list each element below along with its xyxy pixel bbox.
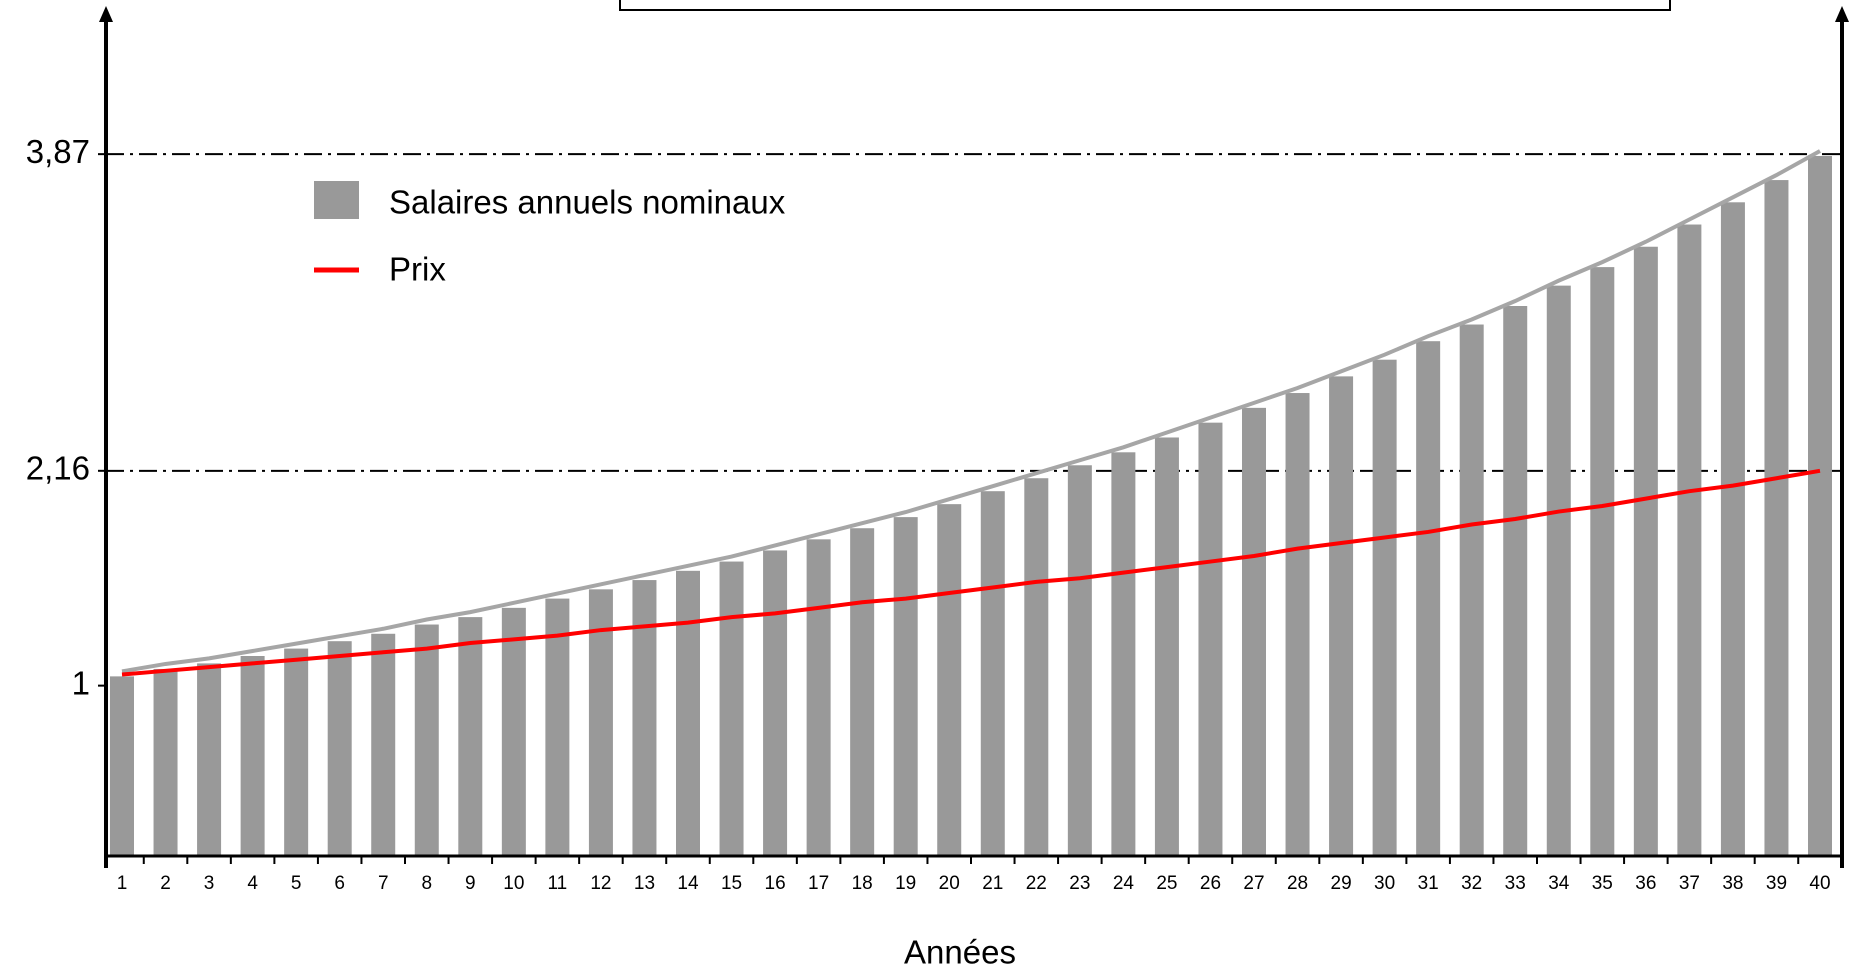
x-tick-label: 40 (1809, 873, 1830, 894)
x-tick-label: 2 (160, 873, 171, 894)
legend-label: Salaires annuels nominaux (389, 184, 786, 221)
bar (632, 580, 657, 856)
bar (850, 528, 875, 856)
x-tick-label: 11 (548, 873, 568, 894)
bar (284, 648, 309, 856)
bar (1764, 180, 1789, 856)
x-tick-label: 34 (1548, 873, 1570, 894)
y-tick-label: 3,87 (26, 133, 90, 170)
bar (545, 598, 570, 856)
x-tick-label: 25 (1156, 873, 1177, 894)
x-tick-label: 30 (1374, 873, 1395, 894)
axis-arrow (99, 6, 113, 22)
bar (1459, 324, 1484, 856)
bar (1546, 285, 1571, 856)
x-tick-label: 16 (765, 873, 786, 894)
x-tick-label: 8 (421, 873, 432, 894)
x-tick-label: 7 (378, 873, 389, 894)
x-tick-label: 3 (204, 873, 215, 894)
bar (1067, 465, 1092, 856)
x-tick-label: 37 (1679, 873, 1700, 894)
bar (676, 570, 700, 856)
axis-arrow (1835, 6, 1849, 22)
x-tick-label: 15 (721, 873, 742, 894)
x-axis-label: Années (904, 934, 1016, 967)
bar (719, 561, 744, 856)
bar (1633, 246, 1658, 857)
x-tick-label: 1 (117, 873, 128, 894)
x-tick-label: 27 (1243, 873, 1264, 894)
x-tick-label: 23 (1069, 873, 1090, 894)
x-tick-label: 35 (1592, 873, 1613, 894)
x-tick-label: 28 (1287, 873, 1308, 894)
y-tick-label: 1 (72, 664, 90, 701)
title-box (619, 0, 1671, 11)
bar (1198, 422, 1223, 856)
x-tick-label: 36 (1635, 873, 1656, 894)
x-tick-label: 33 (1505, 873, 1526, 894)
bar (458, 617, 483, 856)
x-tick-label: 6 (334, 873, 345, 894)
bar (1808, 156, 1832, 856)
x-tick-label: 21 (982, 873, 1003, 894)
x-tick-label: 22 (1026, 873, 1047, 894)
x-tick-label: 4 (247, 873, 258, 894)
x-tick-label: 32 (1461, 873, 1482, 894)
bar (1503, 306, 1528, 856)
bar (1154, 437, 1179, 856)
bar (1242, 407, 1266, 856)
x-tick-label: 5 (291, 873, 302, 894)
x-tick-label: 14 (677, 873, 699, 894)
bar (327, 641, 352, 856)
x-tick-label: 29 (1331, 873, 1352, 894)
bar-trend-line (121, 149, 1821, 674)
x-tick-label: 9 (465, 873, 476, 894)
x-tick-label: 10 (503, 873, 524, 894)
legend-swatch (314, 181, 359, 219)
bar (110, 676, 134, 856)
bar (937, 504, 962, 856)
bar (980, 491, 1005, 856)
x-tick-label: 19 (895, 873, 916, 894)
x-tick-label: 20 (939, 873, 960, 894)
bar (1372, 359, 1397, 856)
x-tick-label: 12 (590, 873, 611, 894)
x-tick-label: 13 (634, 873, 655, 894)
bar (1720, 202, 1745, 857)
x-tick-label: 38 (1722, 873, 1743, 894)
x-tick-label: 39 (1766, 873, 1787, 894)
bar (197, 663, 222, 856)
bar (763, 550, 788, 856)
bar (893, 517, 918, 856)
bar (1416, 341, 1441, 856)
x-tick-label: 18 (852, 873, 873, 894)
x-tick-label: 24 (1113, 873, 1135, 894)
bar (371, 633, 396, 856)
y-tick-label: 2,16 (26, 450, 90, 487)
legend-label: Prix (389, 251, 446, 288)
price-line (121, 468, 1821, 677)
bar (588, 589, 613, 856)
bar (1329, 376, 1354, 856)
bar (414, 624, 439, 856)
bar (1024, 478, 1049, 856)
x-tick-label: 17 (808, 873, 829, 894)
bar (1677, 224, 1702, 856)
x-tick-label: 31 (1418, 873, 1439, 894)
bar (501, 607, 526, 856)
bar (806, 539, 831, 856)
bar (153, 668, 178, 856)
bar (240, 656, 265, 856)
bar (1590, 267, 1615, 857)
bar (1111, 452, 1136, 856)
x-tick-label: 26 (1200, 873, 1221, 894)
bar (1285, 393, 1310, 856)
